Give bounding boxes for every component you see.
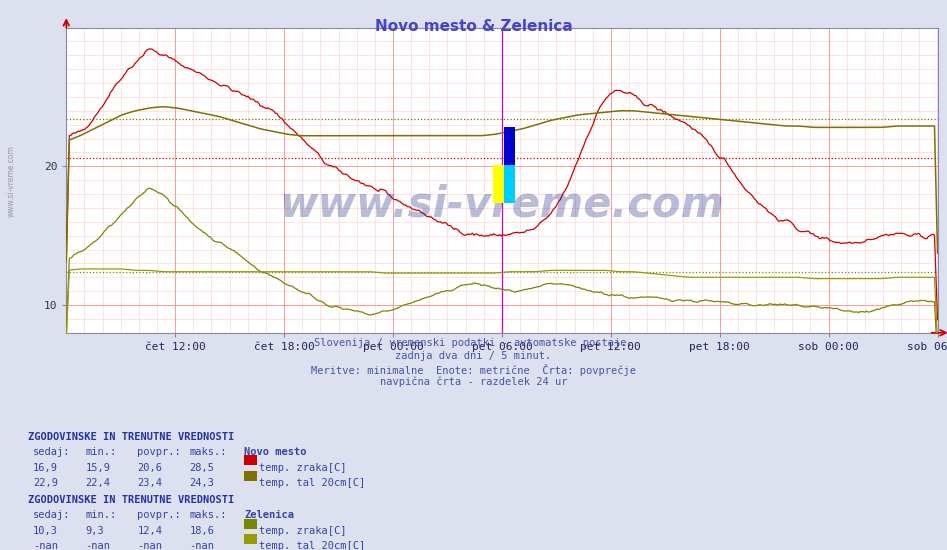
Text: 22,4: 22,4 <box>85 478 110 488</box>
Text: -nan: -nan <box>85 541 110 550</box>
Text: Meritve: minimalne  Enote: metrične  Črta: povprečje: Meritve: minimalne Enote: metrične Črta:… <box>311 364 636 376</box>
Text: temp. tal 20cm[C]: temp. tal 20cm[C] <box>259 478 366 488</box>
Text: min.:: min.: <box>85 510 116 520</box>
Text: 23,4: 23,4 <box>137 478 162 488</box>
Text: -nan: -nan <box>189 541 214 550</box>
Text: maks.:: maks.: <box>189 447 227 457</box>
Text: min.:: min.: <box>85 447 116 457</box>
Text: 12,4: 12,4 <box>137 526 162 536</box>
Text: 9,3: 9,3 <box>85 526 104 536</box>
Text: -nan: -nan <box>137 541 162 550</box>
Text: 22,9: 22,9 <box>33 478 58 488</box>
Text: 18,6: 18,6 <box>189 526 214 536</box>
Text: temp. tal 20cm[C]: temp. tal 20cm[C] <box>259 541 366 550</box>
Text: povpr.:: povpr.: <box>137 447 181 457</box>
Text: Slovenija / vremenski podatki - avtomatske postaje.: Slovenija / vremenski podatki - avtomats… <box>314 338 633 348</box>
Text: zadnja dva dni / 5 minut.: zadnja dva dni / 5 minut. <box>396 351 551 361</box>
Text: 28,5: 28,5 <box>189 463 214 472</box>
FancyBboxPatch shape <box>504 126 514 165</box>
Text: Novo mesto: Novo mesto <box>244 447 307 457</box>
Text: Zelenica: Zelenica <box>244 510 295 520</box>
Text: www.si-vreme.com: www.si-vreme.com <box>279 184 724 226</box>
Text: temp. zraka[C]: temp. zraka[C] <box>259 526 347 536</box>
Text: temp. zraka[C]: temp. zraka[C] <box>259 463 347 472</box>
Text: 16,9: 16,9 <box>33 463 58 472</box>
Text: ZGODOVINSKE IN TRENUTNE VREDNOSTI: ZGODOVINSKE IN TRENUTNE VREDNOSTI <box>28 495 235 505</box>
Text: 10,3: 10,3 <box>33 526 58 536</box>
Text: sedaj:: sedaj: <box>33 510 71 520</box>
Text: 20,6: 20,6 <box>137 463 162 472</box>
Text: Novo mesto & Zelenica: Novo mesto & Zelenica <box>375 19 572 34</box>
Text: 24,3: 24,3 <box>189 478 214 488</box>
Text: maks.:: maks.: <box>189 510 227 520</box>
FancyBboxPatch shape <box>492 165 504 203</box>
Text: navpična črta - razdelek 24 ur: navpična črta - razdelek 24 ur <box>380 376 567 387</box>
Text: povpr.:: povpr.: <box>137 510 181 520</box>
Text: 15,9: 15,9 <box>85 463 110 472</box>
Text: sedaj:: sedaj: <box>33 447 71 457</box>
Text: -nan: -nan <box>33 541 58 550</box>
Text: ZGODOVINSKE IN TRENUTNE VREDNOSTI: ZGODOVINSKE IN TRENUTNE VREDNOSTI <box>28 432 235 442</box>
FancyBboxPatch shape <box>504 165 514 203</box>
Text: www.si-vreme.com: www.si-vreme.com <box>7 146 16 217</box>
